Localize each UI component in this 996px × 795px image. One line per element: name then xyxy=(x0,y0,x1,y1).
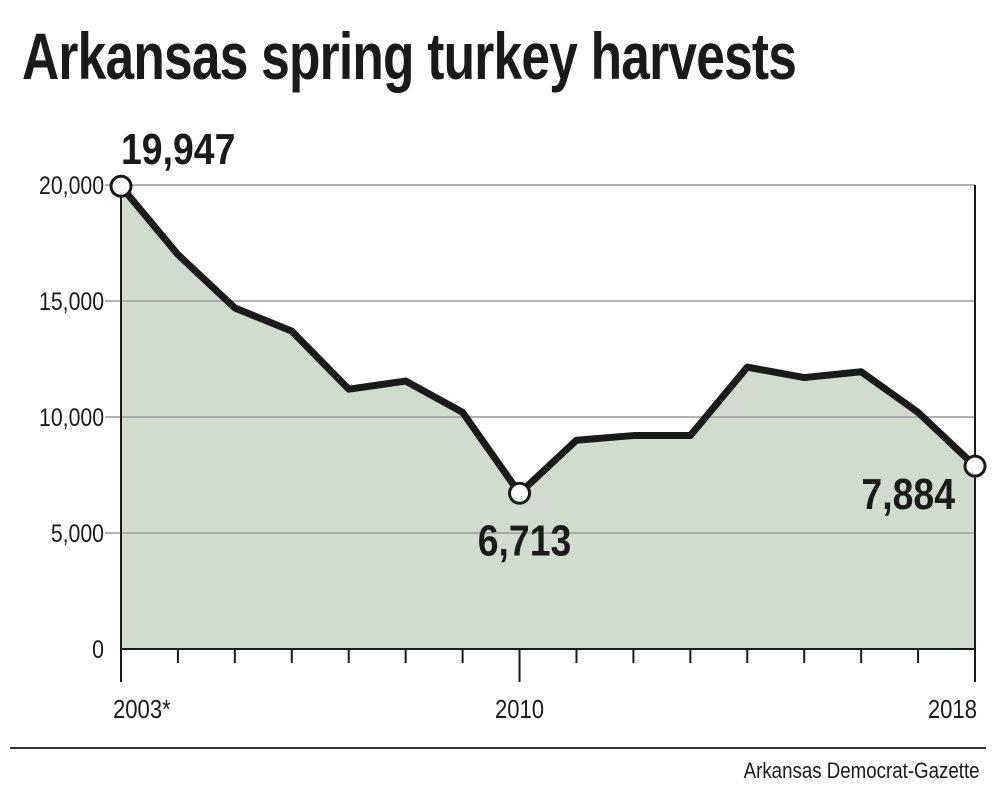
data-label: 6,713 xyxy=(478,515,572,565)
series-line xyxy=(118,183,978,497)
y-tick-label: 10,000 xyxy=(39,403,104,431)
x-tick-label: 2010 xyxy=(495,695,544,724)
y-tick-label: 5,000 xyxy=(51,519,104,547)
x-tick-label: 2018 xyxy=(928,695,977,724)
data-point-marker xyxy=(109,174,133,198)
chart-title: Arkansas spring turkey harvests xyxy=(22,19,797,93)
y-tick-label: 0 xyxy=(92,635,104,663)
x-tick-label: 2003* xyxy=(113,695,171,724)
data-label: 19,947 xyxy=(121,124,235,174)
data-label: 7,884 xyxy=(861,469,955,519)
y-tick-label: 20,000 xyxy=(39,171,104,199)
y-tick-label: 15,000 xyxy=(39,287,104,315)
bottom-rule xyxy=(10,747,986,749)
data-point-marker xyxy=(963,454,987,478)
data-point-marker xyxy=(508,481,532,505)
source-credit: Arkansas Democrat-Gazette xyxy=(744,758,980,783)
